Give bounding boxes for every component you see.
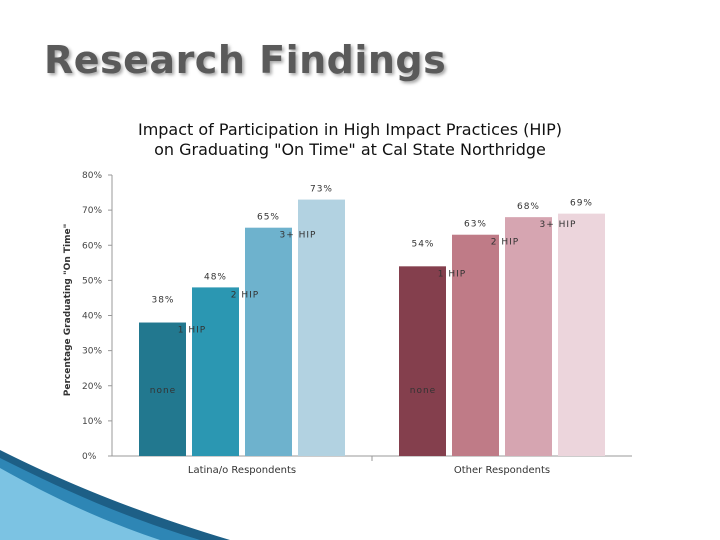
- y-tick-label: 30%: [82, 347, 102, 357]
- bar-value-label: 68%: [517, 202, 540, 212]
- bar: [558, 213, 605, 456]
- bar-value-label: 69%: [570, 199, 593, 209]
- y-tick-label: 50%: [82, 276, 102, 286]
- bar-value-label: 65%: [257, 213, 280, 223]
- bar: [452, 234, 499, 456]
- y-axis-label: Percentage Graduating "On Time": [63, 224, 73, 397]
- x-tick-label: Other Respondents: [454, 465, 550, 476]
- x-tick-label: Latina/o Respondents: [188, 465, 296, 476]
- bar-value-label: 73%: [310, 185, 333, 195]
- bar: [245, 227, 292, 456]
- bar-value-label: 48%: [204, 272, 227, 282]
- decorative-swoosh: [0, 450, 230, 540]
- bar-value-label: 54%: [411, 239, 434, 249]
- bar-value-label: 63%: [464, 220, 487, 230]
- bar: [399, 266, 446, 456]
- y-tick-label: 0%: [82, 452, 97, 462]
- bar: [505, 217, 552, 456]
- bar: [298, 199, 345, 456]
- y-tick-label: 80%: [82, 171, 102, 181]
- y-tick-label: 70%: [82, 206, 102, 216]
- y-tick-label: 40%: [82, 312, 102, 322]
- y-tick-label: 60%: [82, 241, 102, 251]
- bar-value-label: 38%: [151, 296, 174, 306]
- series-label: 1 HIP: [178, 326, 206, 336]
- bar: [192, 287, 239, 456]
- series-label: 1 HIP: [438, 269, 466, 279]
- series-label: 3+ HIP: [280, 231, 317, 241]
- series-label: 2 HIP: [491, 238, 519, 248]
- bar: [139, 322, 186, 456]
- series-label: 3+ HIP: [540, 220, 577, 230]
- chart-title-line-1: Impact of Participation in High Impact P…: [138, 120, 562, 139]
- series-label: none: [410, 386, 436, 396]
- y-tick-label: 20%: [82, 382, 102, 392]
- plot-area: 0% 10% 20% 30% 40% 50% 60% 70% 80% Latina/o Respo…: [82, 171, 632, 476]
- y-tick-label: 10%: [82, 417, 102, 427]
- slide-title: Research Findings: [44, 38, 447, 82]
- chart-title-line-2: on Graduating "On Time" at Cal State Nor…: [154, 140, 546, 159]
- series-label: 2 HIP: [231, 290, 259, 300]
- series-label: none: [150, 386, 176, 396]
